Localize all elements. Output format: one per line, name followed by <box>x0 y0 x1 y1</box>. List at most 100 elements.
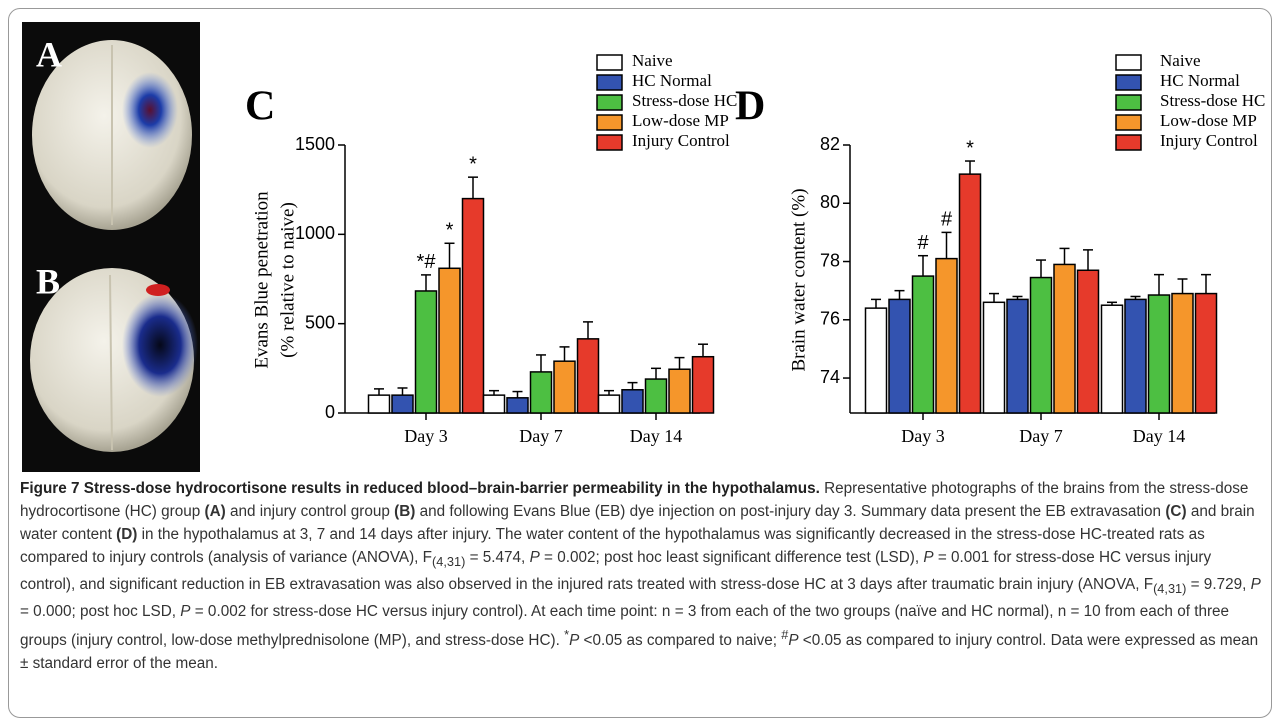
bar <box>1053 263 1076 414</box>
y-axis-label: (% relative to naive) <box>277 202 298 358</box>
bar <box>1171 292 1194 414</box>
y-tick-label: 0 <box>325 402 335 422</box>
caption-text: and injury control group <box>225 503 395 520</box>
caption-text: P <box>569 632 580 650</box>
significance-marker: # <box>941 209 953 231</box>
bar <box>1194 292 1218 414</box>
caption-text: = 5.474, <box>465 549 530 566</box>
bar <box>864 307 888 414</box>
caption-text: P <box>1250 576 1261 594</box>
bar <box>982 301 1006 414</box>
figure-frame <box>8 8 1272 718</box>
bar <box>1124 298 1147 414</box>
bar <box>461 197 485 414</box>
significance-marker: * <box>446 220 454 242</box>
significance-marker: * <box>469 153 477 175</box>
bar <box>1100 304 1124 414</box>
panel-label: C <box>245 84 275 130</box>
y-tick-label: 500 <box>305 312 335 332</box>
caption-text: (C) <box>1165 503 1187 520</box>
photo-label: A <box>36 34 62 74</box>
caption-text: = 0.000; post hoc LSD, <box>20 603 181 621</box>
x-tick-label: Day 7 <box>1019 426 1063 446</box>
legend-label: Injury Control <box>632 131 730 150</box>
caption-text: P <box>923 549 934 566</box>
legend-label: Stress-dose HC <box>632 91 737 110</box>
x-tick-label: Day 14 <box>1133 426 1186 446</box>
caption-text: P <box>180 603 191 621</box>
y-tick-label: 74 <box>820 367 840 387</box>
bar <box>691 355 715 414</box>
caption-text: = 0.002; post hoc least significant diff… <box>539 549 924 566</box>
photo-a <box>32 40 192 230</box>
y-axis-label: Brain water content (%) <box>788 188 809 371</box>
caption-text: (D) <box>116 526 138 543</box>
legend-swatch <box>596 74 623 91</box>
x-tick-label: Day 3 <box>901 426 945 446</box>
legend-swatch <box>1115 54 1142 71</box>
bar <box>529 371 553 414</box>
legend-swatch <box>1115 94 1142 111</box>
bar <box>367 394 391 414</box>
photo-b <box>30 268 198 452</box>
significance-marker: * <box>966 137 974 159</box>
bar <box>482 394 506 414</box>
legend-swatch <box>1115 134 1142 151</box>
caption-text: and following Evans Blue (EB) dye inject… <box>415 503 1166 520</box>
bar <box>553 360 576 414</box>
significance-marker: *# <box>417 251 437 273</box>
legend-swatch <box>596 94 623 111</box>
legend-label: HC Normal <box>632 71 712 90</box>
caption-text: * <box>564 627 570 643</box>
x-tick-label: Day 7 <box>519 426 563 446</box>
caption-text: # <box>781 627 789 643</box>
caption-text: (4,31) <box>432 554 466 570</box>
legend-label: Stress-dose HC <box>1160 91 1265 110</box>
y-tick-label: 80 <box>820 192 840 212</box>
legend-label: Low-dose MP <box>1160 111 1257 130</box>
bar <box>506 397 529 414</box>
bar <box>1076 269 1100 414</box>
bar <box>958 173 982 414</box>
caption-text: P <box>788 632 799 650</box>
y-tick-label: 76 <box>820 309 840 329</box>
bar <box>935 257 958 414</box>
caption-title: Figure 7 Stress-dose hydrocortisone resu… <box>20 480 820 497</box>
legend-label: Naive <box>632 51 673 70</box>
y-tick-label: 1500 <box>295 134 335 154</box>
bar <box>597 394 621 414</box>
y-tick-label: 1000 <box>295 223 335 243</box>
x-tick-label: Day 14 <box>630 426 683 446</box>
y-tick-label: 82 <box>820 134 840 154</box>
bar <box>621 389 644 414</box>
legend-swatch <box>1115 114 1142 131</box>
figure: A B C Evans Blue penetration (% relative t… <box>22 22 1265 472</box>
caption-text: and brain water content <box>20 503 1255 543</box>
bar <box>414 290 438 414</box>
legend-label: HC Normal <box>1160 71 1240 90</box>
bar <box>1006 298 1029 414</box>
bar <box>911 275 935 414</box>
bar <box>1147 294 1171 414</box>
legend-swatch <box>1115 74 1142 91</box>
legend-swatch <box>596 134 623 151</box>
caption-text: = 0.002 for stress-dose HC versus injury… <box>20 603 1230 650</box>
panel-label: D <box>735 84 765 130</box>
legend-label: Injury Control <box>1160 131 1258 150</box>
caption-text: <0.05 as compared to naive; <box>579 632 782 650</box>
bar <box>391 394 414 414</box>
caption-text: (4,31) <box>1153 581 1187 597</box>
y-axis-label: Evans Blue penetration <box>251 191 272 369</box>
caption-text: <0.05 as compared to injury control. Dat… <box>20 632 1259 673</box>
bar <box>576 338 600 414</box>
photo-label: B <box>36 261 60 301</box>
y-tick-label: 78 <box>820 250 840 270</box>
x-tick-label: Day 3 <box>404 426 448 446</box>
caption-text: Representative photographs of the brains… <box>20 480 1249 520</box>
bar <box>888 298 911 414</box>
caption-text: = 9.729, <box>1186 576 1251 594</box>
caption-text: P <box>529 549 540 566</box>
caption-text: in the hypothalamus at 3, 7 and 14 days … <box>20 526 1205 566</box>
legend-label: Naive <box>1160 51 1201 70</box>
